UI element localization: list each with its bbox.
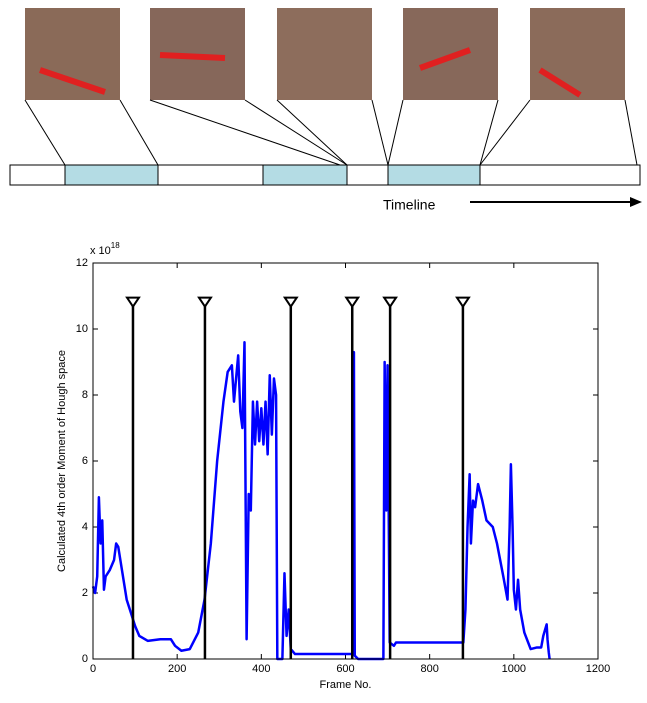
event-marker xyxy=(382,296,398,309)
connector xyxy=(479,99,499,166)
plot-frame xyxy=(92,262,599,660)
thumbnail xyxy=(25,8,120,100)
x-tick-label: 600 xyxy=(336,663,354,675)
tool xyxy=(39,67,106,95)
timeline-label: Timeline xyxy=(383,197,436,213)
connectors xyxy=(24,99,638,166)
x-tick-label: 1000 xyxy=(502,663,526,675)
tool xyxy=(159,52,226,61)
connector xyxy=(479,99,531,166)
data-line xyxy=(91,340,551,661)
y-tick-label: 8 xyxy=(82,389,88,401)
x-tick-label: 400 xyxy=(252,663,270,675)
event-marker xyxy=(125,296,141,309)
y-tick-label: 0 xyxy=(82,653,88,665)
event-marker xyxy=(344,296,361,309)
multiplier-exponent: 18 xyxy=(111,241,120,250)
x-tick-label: 1200 xyxy=(586,663,610,675)
connector xyxy=(624,99,638,166)
timeline-segment xyxy=(387,164,481,186)
thumbnails xyxy=(25,8,625,100)
tool xyxy=(418,47,472,71)
plot: 0 200 400 600 800 1000 1200 0 2 4 6 8 10 12 Frame No. C… xyxy=(56,241,610,691)
connector xyxy=(387,99,404,166)
y-tick-label: 6 xyxy=(82,455,88,467)
tool xyxy=(538,67,582,98)
arrow-head xyxy=(630,197,642,207)
timeline-segment xyxy=(262,164,348,186)
x-tick-label: 800 xyxy=(420,663,438,675)
y-multiplier: x 1018 xyxy=(90,241,120,257)
event-marker xyxy=(282,296,299,309)
thumbnail xyxy=(530,8,625,100)
y-tick-label: 12 xyxy=(76,257,88,269)
y-axis-label: Calculated 4th order Moment of Hough spa… xyxy=(56,350,68,572)
timeline-segment xyxy=(64,164,159,186)
event-marker xyxy=(455,296,471,309)
connector xyxy=(276,99,348,166)
event-marker xyxy=(197,296,213,309)
multiplier-base: x 10 xyxy=(90,245,111,257)
x-axis-label: Frame No. xyxy=(320,679,372,691)
thumbnail xyxy=(277,8,372,100)
x-tick-label: 0 xyxy=(90,663,96,675)
connector xyxy=(244,99,348,166)
y-tick-label: 2 xyxy=(82,587,88,599)
connector xyxy=(24,99,66,166)
connector xyxy=(371,99,389,166)
y-tick-label: 4 xyxy=(82,521,88,533)
x-tick-label: 200 xyxy=(168,663,186,675)
connector xyxy=(119,99,159,166)
y-tick-label: 10 xyxy=(76,323,88,335)
connector xyxy=(149,99,341,166)
